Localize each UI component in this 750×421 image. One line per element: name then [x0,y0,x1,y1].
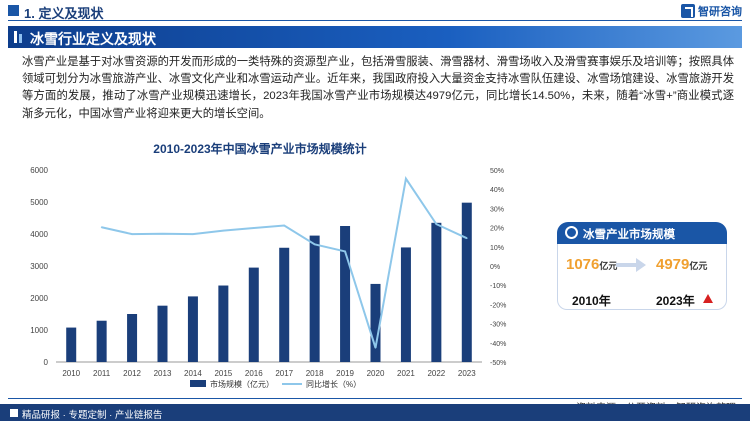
end-value: 4979亿元 [656,256,707,274]
end-unit: 亿元 [689,261,708,271]
growth-point [192,233,194,235]
bar [431,222,442,362]
bar [187,296,198,362]
legend-bar-swatch [190,380,206,387]
card-title: 冰雪产业市场规模 [583,229,675,241]
bar [340,226,351,362]
section-title: 1. 定义及现状 [24,6,104,21]
y-right-tick-label: -30% [490,322,506,329]
y-left-tick-label: 0 [44,358,49,367]
start-number: 1076 [566,256,600,273]
start-value: 1076亿元 [566,256,617,274]
growth-point [252,227,255,229]
y-left-tick-label: 5000 [30,198,48,207]
legend-bar-label: 市场规模（亿元） [210,379,274,389]
footer-text: 精品研报 · 专题定制 · 产业链报告 [22,410,163,421]
market-size-card: 冰雪产业市场规模 1076亿元 4979亿元 2010年 2023年 [557,222,727,342]
start-unit: 亿元 [599,261,618,271]
growth-point [344,250,346,253]
growth-point [283,224,286,227]
y-right-tick-label: -50% [490,360,506,367]
growth-point [405,177,407,180]
bar [279,247,290,362]
x-tick-label: 2022 [427,369,445,378]
banner-icon [14,31,22,43]
x-tick-label: 2023 [458,369,476,378]
bar [400,247,411,362]
end-year: 2023年 [656,294,695,308]
x-tick-label: 2016 [245,369,263,378]
growth-point [100,226,103,229]
end-number: 4979 [656,256,690,273]
x-tick-label: 2011 [93,369,111,378]
x-tick-label: 2019 [336,369,354,378]
header-divider [8,20,742,21]
y-right-tick-label: 20% [490,226,504,233]
bar [127,314,138,362]
bar [461,202,472,362]
footer-bar: 精品研报 · 专题定制 · 产业链报告 [0,404,750,421]
up-arrow-icon [703,294,713,303]
growth-point [222,229,225,232]
growth-point [161,232,164,235]
bar [157,305,168,362]
x-tick-label: 2018 [306,369,324,378]
banner-title: 冰雪行业定义及现状 [30,31,156,47]
y-right-tick-label: 40% [490,187,504,194]
y-left-tick-label: 3000 [30,262,48,271]
market-size-chart: 0 1000 2000 3000 4000 5000 6000 -50% -40% -30% -20… [30,166,506,389]
y-right-tick-label: 10% [490,245,504,252]
x-tick-label: 2015 [214,369,232,378]
y-right-tick-label: -10% [490,283,506,290]
growth-point [465,237,468,239]
card-body: 1076亿元 4979亿元 2010年 2023年 [557,244,727,310]
bar [248,267,259,362]
start-year: 2010年 [572,294,611,308]
description-text: 冰雪产业是基于对冰雪资源的开发而形成的一类特殊的资源型产业，包括滑雪服装、滑雪器… [22,56,734,120]
growth-point [374,346,377,349]
y-left-tick-label: 2000 [30,294,48,303]
y-left-tick-label: 1000 [30,326,48,335]
growth-point [313,243,316,246]
bar [218,285,229,362]
card-header: 冰雪产业市场规模 [557,222,727,244]
y-left-tick-label: 6000 [30,166,48,175]
y-right-tick-label: -40% [490,341,506,348]
bar [309,235,320,362]
growth-point [435,223,438,225]
y-right-tick-label: 30% [490,206,504,213]
x-tick-label: 2014 [184,369,202,378]
section-marker [8,5,19,16]
bar [66,327,77,362]
y-right-tick-label: 0% [490,264,500,271]
title-banner: 冰雪行业定义及现状 [8,26,742,48]
bar [96,320,107,362]
bar [370,283,381,362]
logo-text: 智研咨询 [698,6,742,18]
x-tick-label: 2017 [275,369,293,378]
x-tick-label: 2021 [397,369,415,378]
top-bar: 1. 定义及现状 智研咨询 [0,0,750,22]
x-tick-label: 2010 [62,369,80,378]
chart-circle-icon [565,226,578,239]
legend-line-label: 同比增长（%） [306,379,361,389]
growth-point [131,233,133,235]
y-left-tick-label: 4000 [30,230,48,239]
logo: 智研咨询 [681,3,742,19]
logo-icon [681,4,695,18]
footer-marker [10,409,18,417]
y-right-tick-label: -20% [490,302,506,309]
y-right-tick-label: 50% [490,168,504,175]
x-tick-label: 2013 [154,369,172,378]
x-tick-label: 2012 [123,369,141,378]
growth-arrow-icon [616,258,646,272]
chart-title: 2010-2023年中国冰雪产业市场规模统计 [153,142,367,156]
footer-divider [8,398,742,399]
x-tick-label: 2020 [367,369,385,378]
